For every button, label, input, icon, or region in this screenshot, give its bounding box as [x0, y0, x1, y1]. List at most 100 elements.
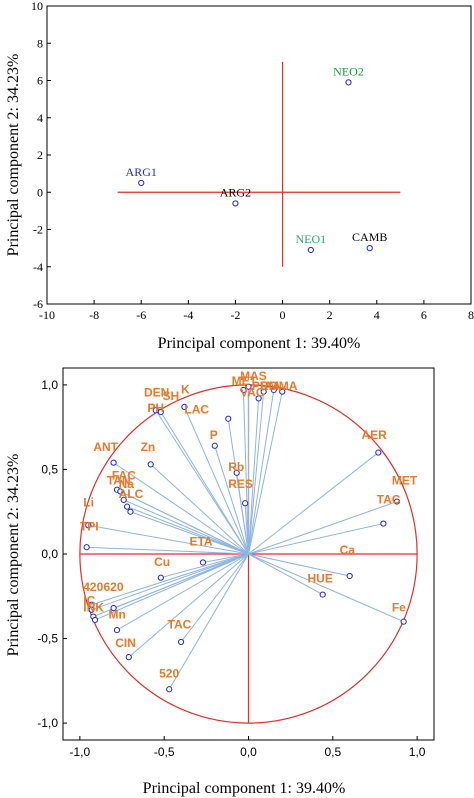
scores-y-ticks: -6 -4 -2 0 2 4 6 8 10	[31, 0, 51, 311]
x-tick-label: 1,0	[409, 745, 426, 759]
sample-point	[138, 179, 145, 187]
variable-point	[157, 574, 164, 581]
variable-label: TAN	[107, 474, 131, 488]
variable-point	[83, 544, 90, 551]
variable-label: FAC	[112, 469, 136, 483]
loading-vector	[248, 391, 283, 555]
loading-vector	[214, 445, 249, 555]
variable-label: MAS	[240, 369, 267, 383]
variable-point	[113, 626, 121, 634]
y-tick-label: 4	[37, 111, 43, 125]
variable-point	[125, 654, 132, 661]
x-tick-label: 2	[327, 308, 333, 322]
y-tick-label: -2	[33, 223, 43, 237]
variable-label: Mn	[109, 607, 126, 621]
loading-vector	[248, 452, 379, 555]
loading-vector	[113, 462, 249, 555]
variable-label: CIN	[115, 636, 136, 650]
variable-point	[211, 442, 218, 449]
loading-vector	[244, 503, 249, 555]
scores-y-axis-label: Principal component 2: 34.23%	[5, 54, 22, 257]
variable-label: PH	[147, 401, 164, 415]
variable-label: RES	[228, 477, 253, 491]
sample-label: ARG2	[220, 185, 251, 199]
x-tick-label: -0,5	[154, 745, 175, 759]
variable-label: LAC	[184, 403, 209, 417]
y-tick-label: 1,0	[41, 378, 58, 392]
loading-vector	[248, 391, 265, 555]
variable-point	[242, 500, 249, 507]
variable-point	[270, 386, 277, 394]
loading-vector	[123, 499, 249, 555]
variable-label: VAC	[240, 386, 265, 400]
x-tick-label: 0,0	[240, 745, 257, 759]
loadings-plot: -1,0 -0,5 0,0 0,5 1,0 -1,0-0,50,00,51,0 METM…	[5, 367, 435, 797]
scores-reference-lines	[117, 61, 401, 267]
loading-vector	[116, 553, 249, 631]
loading-vector	[94, 553, 249, 621]
loading-vector	[248, 389, 275, 555]
x-tick-label: -4	[183, 308, 193, 322]
x-tick-label: -6	[136, 308, 146, 322]
variable-label: TPI	[80, 519, 99, 533]
variable-label: ETA	[189, 535, 212, 549]
y-tick-label: -1,0	[37, 716, 58, 730]
x-tick-label: 4	[374, 308, 380, 322]
scores-plot: -10 -8 -6 -4 -2 0 2 4 6 8 -6 -4 -2 0 2 4 6 8 10 ARG1 ARG2 N…	[5, 0, 474, 352]
sample-point	[307, 246, 314, 254]
x-tick-label: 0	[280, 308, 286, 322]
variable-label: ANT	[93, 440, 118, 454]
variable-point	[245, 383, 252, 390]
sample-point	[232, 200, 239, 207]
y-tick-label: 6	[37, 74, 43, 88]
variable-label: SH	[162, 389, 179, 403]
variable-point	[319, 591, 326, 598]
variable-point	[127, 508, 134, 515]
loading-vector	[168, 553, 249, 690]
variable-label: MMA	[269, 379, 298, 393]
variable-point	[157, 408, 164, 416]
variable-point	[375, 449, 382, 456]
sample-label: CAMB	[352, 230, 387, 244]
variable-point	[346, 572, 353, 580]
loading-vector	[128, 553, 249, 658]
x-tick-label: -1,0	[70, 745, 91, 759]
loading-vector	[93, 553, 249, 618]
loading-vector	[248, 553, 404, 623]
y-tick-label: -6	[33, 297, 43, 311]
loading-vector	[236, 472, 249, 555]
variable-label: PRO	[252, 379, 278, 393]
loading-vector	[86, 546, 249, 555]
variable-point	[177, 638, 185, 646]
variable-point	[117, 488, 124, 495]
variable-label: ALC	[119, 487, 144, 501]
variable-point	[166, 686, 173, 693]
x-tick-label: -8	[89, 308, 99, 322]
y-tick-label: 8	[37, 36, 43, 50]
y-tick-label: -0,5	[37, 632, 58, 646]
loadings-y-ticks: -1,0 -0,5 0,0 0,5 1,0	[37, 378, 67, 730]
x-tick-label: 6	[421, 308, 427, 322]
sample-point	[366, 245, 373, 252]
variable-point	[233, 469, 240, 476]
x-tick-label: 0,5	[324, 745, 341, 759]
variable-point	[225, 415, 232, 422]
variable-point	[181, 403, 188, 410]
variable-label: TAC	[377, 492, 401, 506]
loading-vector	[248, 398, 260, 555]
variable-label: K	[181, 382, 190, 396]
y-tick-label: 0,0	[41, 547, 58, 561]
y-tick-label: 10	[31, 0, 43, 13]
x-tick-label: -10	[39, 308, 55, 322]
variable-point	[147, 461, 154, 468]
variable-point	[91, 616, 99, 624]
loading-vector	[91, 553, 249, 611]
sample-label: NEO1	[295, 232, 326, 246]
loading-vector	[242, 389, 249, 555]
variable-point	[380, 520, 387, 527]
loading-vector	[150, 464, 249, 555]
variable-point	[199, 559, 207, 566]
variable-label: P	[210, 428, 218, 442]
scores-x-ticks: -10 -8 -6 -4 -2 0 2 4 6 8	[39, 300, 474, 322]
loading-vector	[160, 411, 249, 555]
